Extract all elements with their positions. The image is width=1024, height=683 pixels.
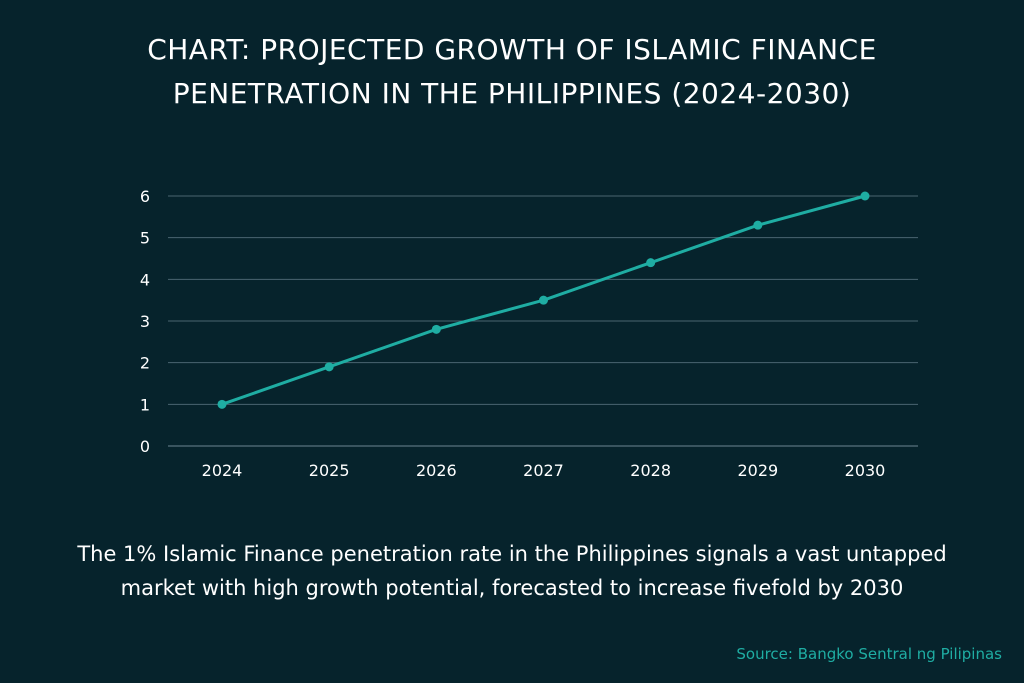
chart-title-line-1: CHART: PROJECTED GROWTH OF ISLAMIC FINAN… bbox=[147, 33, 877, 66]
data-point bbox=[860, 191, 870, 201]
x-tick-label: 2024 bbox=[202, 461, 243, 480]
data-point bbox=[324, 362, 334, 372]
y-tick-label: 6 bbox=[140, 187, 150, 206]
y-tick-label: 0 bbox=[140, 437, 150, 456]
data-point bbox=[539, 295, 548, 305]
caption-line-2: market with high growth potential, forec… bbox=[120, 576, 904, 600]
x-tick-label: 2026 bbox=[416, 461, 457, 480]
source-note: Source: Bangko Sentral ng Pilipinas bbox=[736, 645, 1002, 663]
chart-title-line-2: PENETRATION IN THE PHILIPPINES (2024-203… bbox=[172, 77, 852, 110]
y-tick-label: 5 bbox=[140, 229, 150, 248]
y-tick-label: 4 bbox=[140, 270, 150, 289]
series-layer bbox=[217, 191, 870, 409]
caption-line-1: The 1% Islamic Finance penetration rate … bbox=[77, 542, 947, 566]
x-tick-label: 2029 bbox=[737, 461, 778, 480]
x-tick-label: 2030 bbox=[845, 461, 886, 480]
y-tick-label: 3 bbox=[140, 312, 150, 331]
chart-caption: The 1% Islamic Finance penetration rate … bbox=[40, 537, 984, 605]
data-point bbox=[431, 324, 441, 334]
data-point bbox=[646, 258, 656, 268]
chart-title: CHART: PROJECTED GROWTH OF ISLAMIC FINAN… bbox=[62, 28, 962, 116]
x-tick-label: 2028 bbox=[630, 461, 671, 480]
y-axis-ticks: 0 1 2 3 4 5 6 bbox=[140, 187, 150, 456]
line-chart: 0 1 2 3 4 5 6 2024 2025 2026 2027 2028 2029 2030 bbox=[140, 187, 918, 480]
data-point bbox=[753, 220, 763, 230]
x-tick-label: 2025 bbox=[309, 461, 350, 480]
x-tick-label: 2027 bbox=[523, 461, 564, 480]
y-tick-label: 1 bbox=[140, 395, 150, 414]
y-tick-label: 2 bbox=[140, 354, 150, 373]
data-point bbox=[217, 399, 227, 409]
gridlines bbox=[168, 195, 918, 447]
x-axis-ticks: 2024 2025 2026 2027 2028 2029 2030 bbox=[202, 461, 886, 480]
